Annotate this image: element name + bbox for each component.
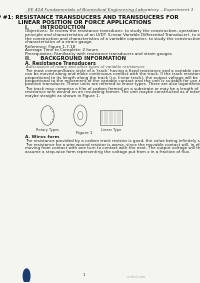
Text: Reference: Figure 1-7.18: Reference: Figure 1-7.18: [25, 45, 76, 49]
Text: assume a step-wise form representing the voltage put from x in a fraction of flu: assume a step-wise form representing the…: [25, 150, 191, 154]
Text: I.      INTRODUCTION: I. INTRODUCTION: [25, 25, 86, 30]
Text: Average Time to Complete: 2 hours: Average Time to Complete: 2 hours: [25, 48, 98, 52]
Text: A discussion of rotary and other types of variable resistances: A discussion of rotary and other types o…: [25, 65, 145, 69]
Text: maybe straight as shown in Figure 1.: maybe straight as shown in Figure 1.: [25, 94, 100, 98]
Text: Prerequisites: Familiarity with resistance transducers and strain gauges: Prerequisites: Familiarity with resistan…: [25, 52, 172, 56]
Text: The track may comprise a film of carbon formed on a substrate or may be a length: The track may comprise a film of carbon …: [25, 87, 199, 91]
Text: the construction and characteristics of a variable capacitor, to study the const: the construction and characteristics of …: [25, 37, 200, 40]
Text: Objectives: To review the resistance transducer, to study the construction, oper: Objectives: To review the resistance tra…: [25, 29, 199, 33]
Text: EXP #1: RESISTANCE TRANSDUCERS AND TRANSDUCERS FOR: EXP #1: RESISTANCE TRANSDUCERS AND TRANS…: [0, 16, 179, 20]
Text: A. Resistance Transducers: A. Resistance Transducers: [25, 61, 96, 66]
Text: 1: 1: [83, 273, 86, 277]
Text: Rotary Types: Rotary Types: [36, 128, 59, 132]
Text: LINEAR POSITION OR FORCE APPLICATIONS: LINEAR POSITION OR FORCE APPLICATIONS: [18, 20, 151, 25]
Text: proportional to the movement of the variable contact and the unit is suitable fo: proportional to the movement of the vari…: [25, 79, 200, 83]
Text: The resistance for a wire wound resistor is worse, since the movable contact wil: The resistance for a wire wound resistor…: [25, 143, 200, 147]
Text: characteristics of a strain gauge.: characteristics of a strain gauge.: [25, 40, 93, 44]
Text: resistance wire wound on an insulating former. The unit maybe constructed as a r: resistance wire wound on an insulating f…: [25, 90, 200, 94]
Text: position transducer. These units are referred to linear types. There are also lo: position transducer. These units are ref…: [25, 82, 200, 87]
Text: Figure 1: Figure 1: [76, 131, 92, 135]
Text: The resistance provided by a carbon track resistor is good, the value being infi: The resistance provided by a carbon trac…: [25, 139, 200, 143]
Text: S: S: [24, 273, 29, 279]
Text: principle and characteristics of an LVDT (Linear Variable Differential Transduce: principle and characteristics of an LVDT…: [25, 33, 200, 37]
Text: can be moved along and make continuous contact with the track. If the track resi: can be moved along and make continuous c…: [25, 72, 200, 76]
Text: The most common/basic style of a ‘track’ having a fixed resistance and a variabl: The most common/basic style of a ‘track’…: [25, 69, 200, 73]
Text: proportional to its length along the track (i.e. linear track), the output volta: proportional to its length along the tra…: [25, 76, 198, 80]
Text: A. Wires form: A. Wires form: [25, 136, 59, 140]
Text: moving from contact with one turn to contact with the next. The output voltage w: moving from contact with one turn to con…: [25, 146, 200, 150]
Circle shape: [23, 269, 30, 283]
Text: II.     BACKGROUND INFORMATION: II. BACKGROUND INFORMATION: [25, 56, 126, 61]
Text: Linear Type: Linear Type: [101, 128, 121, 132]
Text: EE 414 Fundamentals of Biomedical Engineering Laboratory – Experiment 1: EE 414 Fundamentals of Biomedical Engine…: [28, 8, 193, 12]
Text: scribd.com: scribd.com: [127, 275, 146, 279]
